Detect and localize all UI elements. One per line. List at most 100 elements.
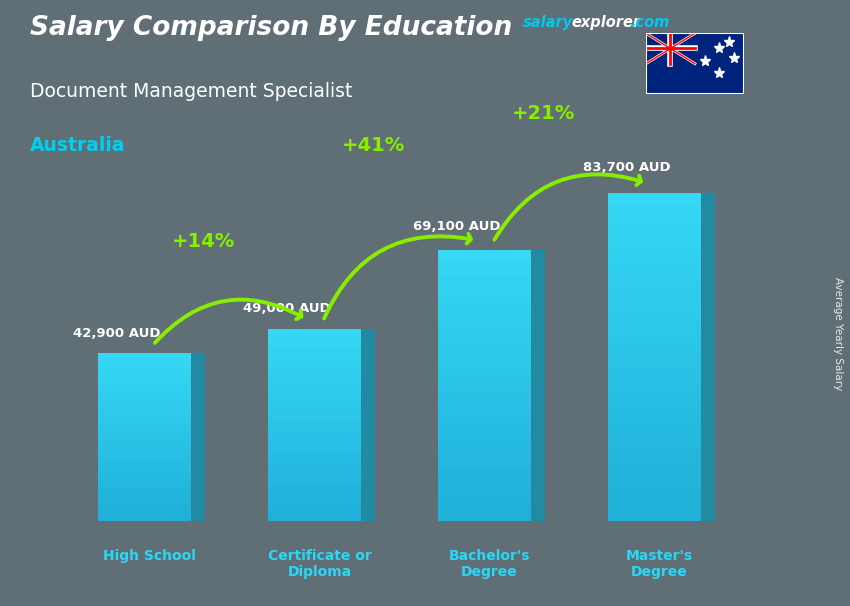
Bar: [268, 335, 361, 342]
Bar: [438, 367, 531, 376]
Bar: [98, 504, 191, 510]
Bar: [646, 33, 694, 64]
Bar: [438, 341, 531, 350]
Bar: [268, 412, 361, 419]
Bar: [438, 413, 531, 422]
Bar: [98, 437, 191, 442]
Text: salary: salary: [523, 15, 573, 30]
Bar: [608, 488, 701, 499]
Bar: [268, 361, 361, 367]
Bar: [98, 459, 191, 465]
Bar: [438, 512, 531, 521]
Bar: [98, 392, 191, 398]
Bar: [268, 476, 361, 483]
Bar: [268, 367, 361, 374]
Bar: [608, 324, 701, 335]
Bar: [608, 390, 701, 401]
Bar: [608, 433, 701, 445]
Bar: [438, 494, 531, 503]
Bar: [608, 215, 701, 225]
Bar: [608, 291, 701, 302]
Bar: [608, 204, 701, 215]
Text: Average Yearly Salary: Average Yearly Salary: [833, 277, 843, 390]
Bar: [268, 374, 361, 380]
Bar: [438, 431, 531, 440]
Bar: [438, 322, 531, 331]
Bar: [268, 483, 361, 489]
Bar: [268, 496, 361, 502]
Bar: [268, 342, 361, 348]
Bar: [98, 381, 191, 387]
Bar: [98, 370, 191, 375]
Text: Australia: Australia: [30, 136, 125, 155]
Bar: [608, 456, 701, 467]
Bar: [438, 295, 531, 304]
Bar: [268, 508, 361, 514]
Text: +14%: +14%: [173, 231, 235, 251]
Bar: [608, 510, 701, 521]
Bar: [608, 225, 701, 236]
Text: +21%: +21%: [513, 104, 575, 123]
Text: 83,700 AUD: 83,700 AUD: [583, 161, 671, 174]
Text: 42,900 AUD: 42,900 AUD: [73, 327, 161, 340]
Bar: [608, 247, 701, 258]
Bar: [438, 313, 531, 322]
Bar: [98, 426, 191, 431]
Bar: [98, 482, 191, 487]
Bar: [438, 350, 531, 358]
Bar: [98, 387, 191, 392]
Bar: [608, 478, 701, 488]
Bar: [608, 357, 701, 368]
Polygon shape: [701, 193, 715, 521]
Polygon shape: [531, 250, 545, 521]
Bar: [608, 258, 701, 269]
Bar: [268, 380, 361, 387]
Bar: [438, 286, 531, 295]
Bar: [268, 425, 361, 431]
Bar: [98, 499, 191, 504]
Text: Certificate or
Diploma: Certificate or Diploma: [268, 548, 371, 579]
Bar: [608, 269, 701, 280]
Bar: [268, 470, 361, 476]
Bar: [438, 467, 531, 476]
Text: 49,000 AUD: 49,000 AUD: [243, 302, 331, 315]
Bar: [98, 465, 191, 471]
Bar: [608, 422, 701, 433]
Bar: [608, 335, 701, 346]
Bar: [98, 353, 191, 358]
Bar: [438, 503, 531, 512]
Bar: [608, 411, 701, 422]
Bar: [438, 331, 531, 341]
Polygon shape: [191, 353, 205, 521]
Bar: [608, 280, 701, 291]
Bar: [608, 401, 701, 411]
Bar: [98, 358, 191, 364]
Bar: [98, 431, 191, 437]
Bar: [268, 514, 361, 521]
Bar: [98, 398, 191, 404]
Bar: [608, 302, 701, 313]
Bar: [98, 415, 191, 420]
Bar: [268, 489, 361, 496]
Bar: [268, 393, 361, 399]
Bar: [268, 419, 361, 425]
Bar: [98, 471, 191, 476]
Bar: [608, 445, 701, 456]
Bar: [438, 250, 531, 259]
Bar: [438, 422, 531, 431]
Bar: [268, 451, 361, 457]
Text: Bachelor's
Degree: Bachelor's Degree: [449, 548, 530, 579]
Text: High School: High School: [103, 548, 196, 562]
Bar: [608, 499, 701, 510]
Bar: [438, 485, 531, 494]
Text: Master's
Degree: Master's Degree: [626, 548, 693, 579]
Bar: [268, 329, 361, 335]
Bar: [268, 464, 361, 470]
Bar: [98, 364, 191, 370]
Bar: [98, 493, 191, 499]
Text: .com: .com: [630, 15, 669, 30]
Bar: [98, 420, 191, 426]
Bar: [268, 431, 361, 438]
Text: 69,100 AUD: 69,100 AUD: [413, 220, 501, 233]
Text: +41%: +41%: [343, 136, 405, 155]
